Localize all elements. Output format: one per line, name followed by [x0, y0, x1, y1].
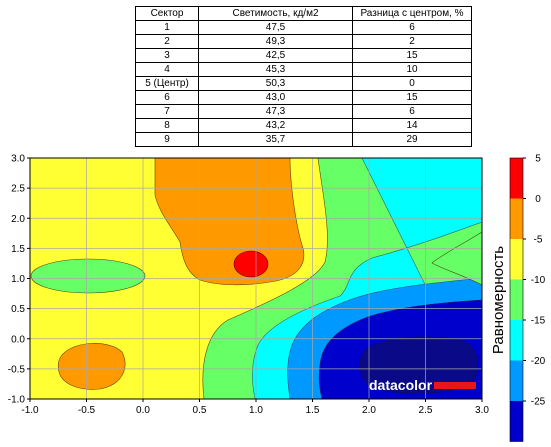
colorbar-band — [510, 320, 523, 361]
x-tick-label: 2.5 — [419, 405, 433, 416]
table-header-row: Сектор Светимость, кд/м2 Разница с центр… — [135, 6, 472, 21]
colorbar-tick-label: 0 — [535, 194, 541, 205]
colorbar: 5 0 -5 -10 -15 -20 -25 — [509, 154, 546, 442]
x-tick-label: -1.0 — [21, 405, 39, 416]
colorbar-tick-label: -25 — [531, 397, 546, 408]
colorbar-frame — [509, 157, 524, 442]
colorbar-tick-label: -15 — [531, 316, 546, 327]
colorbar-band — [510, 198, 523, 239]
gridlines — [30, 158, 482, 399]
x-tick-label: 1.5 — [306, 405, 320, 416]
contour-green-spike — [431, 231, 482, 286]
y-tick-label: 0.0 — [11, 334, 25, 345]
table-row: 5 (Центр) 50,3 0 — [135, 76, 472, 91]
y-tick-label: 3.0 — [11, 154, 25, 165]
y-tick-label: 0.5 — [11, 304, 25, 315]
colorbar-band — [510, 239, 523, 280]
colorbar-tick-label: -5 — [534, 235, 543, 246]
y-tick-label: 2.5 — [11, 184, 25, 195]
x-axis: -1.0 -0.5 0.0 0.5 1.0 1.5 2.0 2.5 3.0 — [21, 399, 489, 416]
x-tick-label: 3.0 — [475, 405, 489, 416]
y-tick-label: 1.0 — [11, 274, 25, 285]
colorbar-tick-label: -20 — [531, 356, 546, 367]
contour-orange-blob — [57, 343, 126, 390]
y-axis: 3.0 2.5 2.0 1.5 1.0 0.5 0.0 -0.5 -1.0 — [8, 154, 30, 406]
contour-green-oval — [30, 258, 146, 294]
colorbar-band — [510, 279, 523, 320]
sector-table: Сектор Светимость, кд/м2 Разница с центр… — [135, 6, 472, 147]
x-tick-label: 1.0 — [249, 405, 263, 416]
x-tick-label: -0.5 — [78, 405, 96, 416]
colorbar-label: Равномерность — [490, 246, 507, 354]
y-tick-label: 1.5 — [11, 244, 25, 255]
contour-level-orange — [154, 158, 305, 286]
colorbar-tick-label: -10 — [531, 275, 546, 286]
colorbar-tick-label: 5 — [535, 154, 541, 165]
datacolor-logo: datacolor — [369, 377, 476, 393]
x-tick-label: 0.0 — [136, 405, 150, 416]
table-row: 9 35,7 29 — [135, 132, 472, 147]
colorbar-band — [510, 401, 523, 442]
colorbar-band — [510, 360, 523, 401]
y-tick-label: -1.0 — [8, 395, 26, 406]
table-row: 3 42,5 15 — [135, 48, 472, 63]
contour-red-center — [233, 250, 269, 278]
cell-difference: 29 — [352, 132, 472, 147]
brand-bar — [434, 382, 476, 389]
x-tick-label: 2.0 — [362, 405, 376, 416]
brand-text: datacolor — [369, 377, 433, 393]
table-row: 7 47,3 6 — [135, 104, 472, 119]
colorbar-band — [510, 158, 523, 199]
y-tick-label: 2.0 — [11, 214, 25, 225]
table-row: 2 49,3 2 — [135, 34, 472, 49]
x-tick-label: 0.5 — [193, 405, 207, 416]
cell-luminance: 35,7 — [198, 132, 353, 147]
y-tick-label: -0.5 — [8, 364, 26, 375]
